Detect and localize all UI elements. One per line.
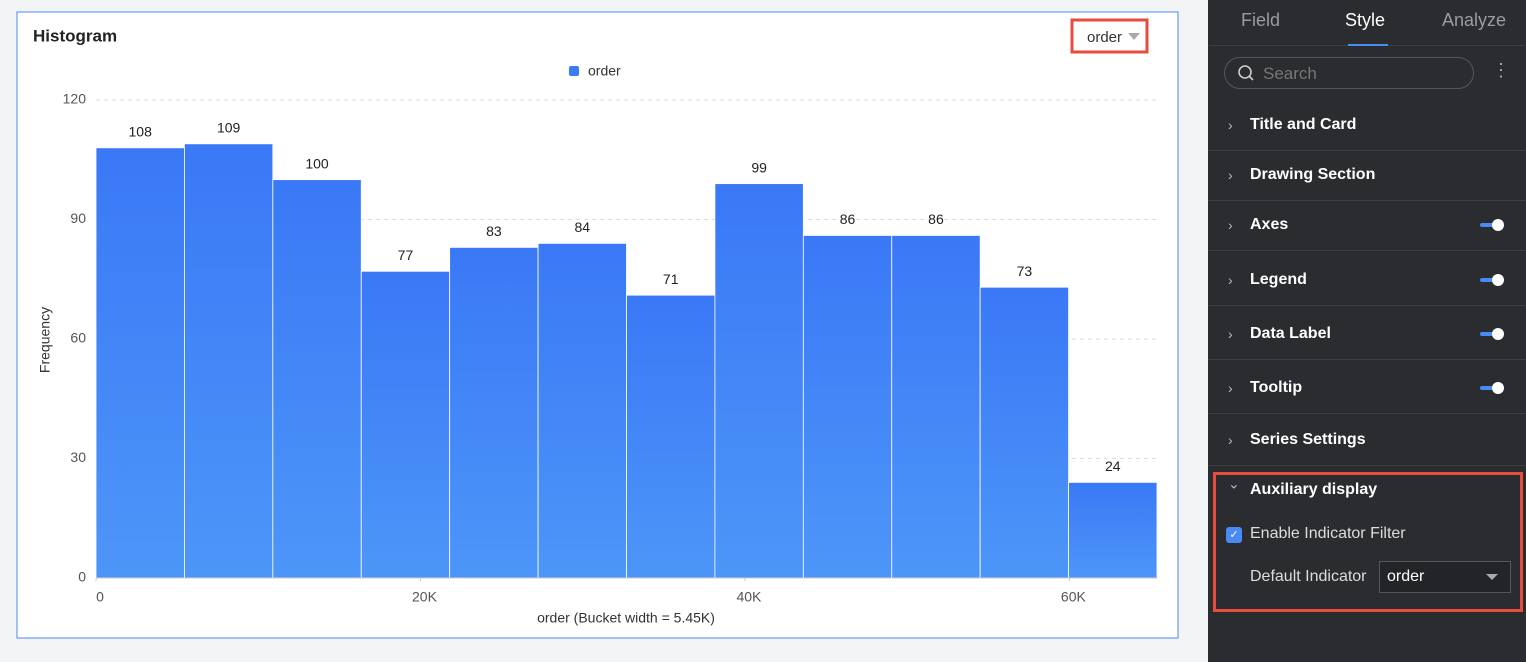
y-axis-label: Frequency <box>37 307 53 373</box>
section-header[interactable]: › Title and Card <box>1208 100 1526 151</box>
checkbox[interactable]: ✓ <box>1226 527 1242 543</box>
select-arrow <box>1486 574 1498 580</box>
data-label: 77 <box>398 247 414 263</box>
search-icon <box>1238 65 1254 81</box>
toggle[interactable] <box>1480 328 1504 340</box>
chevron: › <box>1228 117 1233 133</box>
chevron: › <box>1228 272 1233 288</box>
chevron: › <box>1228 380 1233 396</box>
data-label: 99 <box>751 159 767 175</box>
chevron: › <box>1228 167 1233 183</box>
section-label: Series Settings <box>1250 431 1366 448</box>
bar <box>184 143 274 579</box>
chart: Histogram order Frequency order (Bucket … <box>16 11 1179 639</box>
x-tick-label: 40K <box>736 589 762 605</box>
chevron: › <box>1228 217 1233 233</box>
bar <box>891 235 981 579</box>
section-label: Tooltip <box>1250 379 1303 396</box>
data-label: 100 <box>305 155 329 171</box>
bar <box>802 235 893 579</box>
section-label: Data Label <box>1250 325 1331 342</box>
section-header[interactable]: › Axes <box>1208 200 1526 251</box>
select-value: order <box>1387 568 1425 585</box>
data-label: 84 <box>575 219 591 235</box>
tab[interactable]: Analyze <box>1442 10 1507 30</box>
section-header[interactable]: › Data Label <box>1208 309 1526 360</box>
highlight-box <box>1213 472 1523 612</box>
section-header[interactable]: › Tooltip <box>1208 363 1526 414</box>
search-box[interactable]: Search <box>1224 57 1474 89</box>
search-placeholder: Search <box>1263 64 1317 83</box>
tab[interactable]: Style <box>1345 10 1386 30</box>
more-menu[interactable]: ⋮ <box>1492 60 1510 80</box>
y-tick-label: 0 <box>78 569 86 585</box>
chevron: › <box>1228 432 1233 448</box>
section-header[interactable]: › Legend <box>1208 255 1526 306</box>
section-label: Title and Card <box>1250 116 1357 133</box>
bar <box>449 246 539 579</box>
x-tick-label: 20K <box>412 589 438 605</box>
chevron: ⌄ <box>1228 475 1240 492</box>
tab-underline <box>1348 44 1388 46</box>
section-label: Auxiliary display <box>1250 481 1378 498</box>
section-label: Drawing Section <box>1250 166 1376 183</box>
data-label: 108 <box>129 124 153 140</box>
section-label: Legend <box>1250 271 1307 288</box>
dropdown-arrow <box>1128 33 1140 40</box>
toggle[interactable] <box>1480 274 1504 286</box>
section-label: Axes <box>1250 216 1289 233</box>
section-header[interactable]: › Drawing Section <box>1208 150 1526 201</box>
bar <box>714 183 804 579</box>
y-tick-label: 90 <box>70 210 86 226</box>
data-label: 24 <box>1105 458 1121 474</box>
bar <box>537 242 627 579</box>
data-label: 83 <box>486 223 502 239</box>
data-label: 73 <box>1017 263 1033 279</box>
bar <box>95 147 185 579</box>
y-tick-label: 120 <box>63 91 87 107</box>
checkbox-label: Enable Indicator Filter <box>1250 525 1406 542</box>
bar <box>626 294 716 579</box>
data-label: 86 <box>928 211 944 227</box>
section-header[interactable]: ⌄ Auxiliary display <box>1208 465 1526 515</box>
select[interactable]: order <box>1379 561 1511 593</box>
legend-swatch <box>569 66 579 76</box>
data-label: 109 <box>217 120 241 136</box>
x-tick-label: 60K <box>1061 589 1087 605</box>
toggle[interactable] <box>1480 219 1504 231</box>
toggle[interactable] <box>1480 382 1504 394</box>
data-label: 86 <box>840 211 856 227</box>
y-tick-label: 60 <box>70 330 86 346</box>
highlight-box <box>1070 18 1149 54</box>
chart-title: Histogram <box>33 26 117 45</box>
bar <box>1068 481 1158 579</box>
bar <box>272 179 362 579</box>
bar <box>979 286 1069 579</box>
x-axis-label: order (Bucket width = 5.45K) <box>537 610 715 626</box>
select-label: Default Indicator <box>1250 568 1367 585</box>
bar <box>360 270 451 579</box>
section-header[interactable]: › Series Settings <box>1208 415 1526 466</box>
chevron: › <box>1228 326 1233 342</box>
legend-label: order <box>588 63 621 79</box>
y-tick-label: 30 <box>70 449 86 465</box>
x-tick-label: 0 <box>96 589 104 605</box>
data-label: 71 <box>663 271 679 287</box>
indicator-dropdown[interactable]: order <box>1087 29 1122 46</box>
tab[interactable]: Field <box>1241 10 1281 30</box>
settings-panel: Search ⋮ Field Style Analyze › Title and Car… <box>1208 0 1526 662</box>
